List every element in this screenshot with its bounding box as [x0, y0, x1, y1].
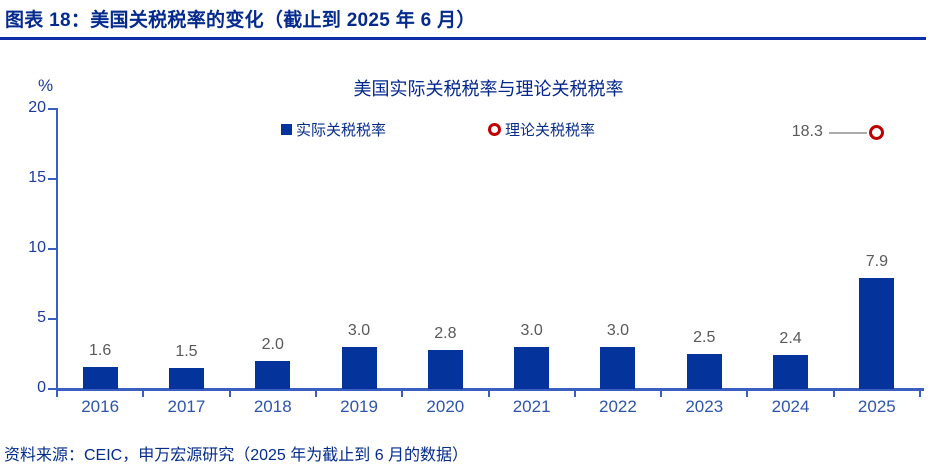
bar: [600, 347, 636, 389]
y-axis-tick: [48, 388, 57, 390]
theoretical-rate-marker-icon: [869, 125, 885, 141]
x-axis-tick: [228, 390, 231, 397]
legend-label-actual: 实际关税税率: [296, 122, 387, 139]
title-underline: [0, 37, 926, 40]
y-tick-label: 15: [28, 169, 46, 186]
x-tick-label: 2019: [340, 397, 378, 416]
bar: [82, 366, 118, 389]
chart-title: 美国实际关税税率与理论关税税率: [353, 79, 624, 99]
bar: [859, 278, 895, 389]
x-axis-tick: [487, 390, 490, 397]
x-tick-label: 2025: [857, 397, 896, 416]
y-tick-label: 10: [28, 239, 46, 256]
x-tick-label: 2023: [685, 397, 724, 416]
source-note: 资料来源：CEIC，申万宏源研究（2025 年为截止到 6 月的数据）: [4, 447, 469, 464]
bar-value-label: 1.5: [175, 343, 198, 360]
x-tick-label: 2020: [426, 397, 465, 416]
x-axis-tick: [56, 390, 58, 397]
bar-value-label: 3.0: [520, 322, 543, 339]
bar: [255, 361, 291, 389]
y-axis-line: [56, 108, 58, 391]
bar-value-label: 7.9: [865, 253, 888, 271]
x-axis-tick: [314, 390, 317, 397]
x-axis-tick: [919, 390, 921, 397]
legend-item-theoretical-rate: 理论关税税率: [488, 119, 595, 140]
x-tick-label: 2024: [771, 397, 810, 416]
x-tick-label: 2017: [167, 397, 206, 416]
bar: [341, 347, 377, 389]
y-axis-tick: [48, 248, 57, 250]
legend-label-theoretical: 理论关税税率: [505, 122, 596, 139]
x-axis-tick: [832, 390, 835, 397]
legend-item-actual-rate: 实际关税税率: [281, 119, 386, 140]
x-axis-line: [56, 388, 924, 391]
bar: [427, 349, 463, 389]
marker-series-swatch-icon: [488, 123, 502, 136]
bar-value-label: 1.6: [89, 341, 112, 359]
x-axis-tick: [660, 390, 663, 397]
y-axis-unit-label: %: [38, 76, 54, 95]
x-axis-tick: [142, 390, 145, 397]
y-tick-label: 5: [37, 309, 46, 326]
y-tick-label: 20: [28, 99, 46, 116]
x-tick-label: 2021: [512, 397, 551, 416]
bar-value-label: 3.0: [347, 322, 371, 339]
x-axis-tick: [401, 390, 404, 397]
bar-value-label: 2.4: [779, 330, 802, 348]
y-axis-tick: [48, 178, 57, 180]
x-tick-label: 2022: [599, 397, 637, 416]
figure-title: 图表 18：美国关税税率的变化（截止到 2025 年 6 月）: [5, 10, 476, 31]
bar-value-label: 2.8: [434, 324, 457, 342]
theoretical-value-label: 18.3: [791, 122, 823, 140]
y-axis-tick: [48, 108, 57, 110]
bar-value-label: 2.0: [261, 336, 284, 353]
chart-legend: 实际关税税率 理论关税税率: [281, 119, 595, 140]
x-tick-label: 2016: [81, 397, 120, 416]
x-axis-tick: [746, 390, 749, 397]
y-axis-tick: [48, 318, 57, 320]
x-axis-tick: [573, 390, 576, 397]
bar: [773, 355, 809, 389]
bar: [168, 368, 204, 389]
x-tick-label: 2018: [253, 397, 292, 416]
bar-value-label: 3.0: [606, 322, 630, 339]
bar-series-swatch-icon: [281, 124, 292, 135]
y-tick-label: 0: [37, 379, 46, 396]
bar: [686, 354, 722, 389]
annotation-leader-line: [828, 131, 867, 134]
bar-value-label: 2.5: [693, 329, 716, 346]
bar: [514, 347, 550, 389]
